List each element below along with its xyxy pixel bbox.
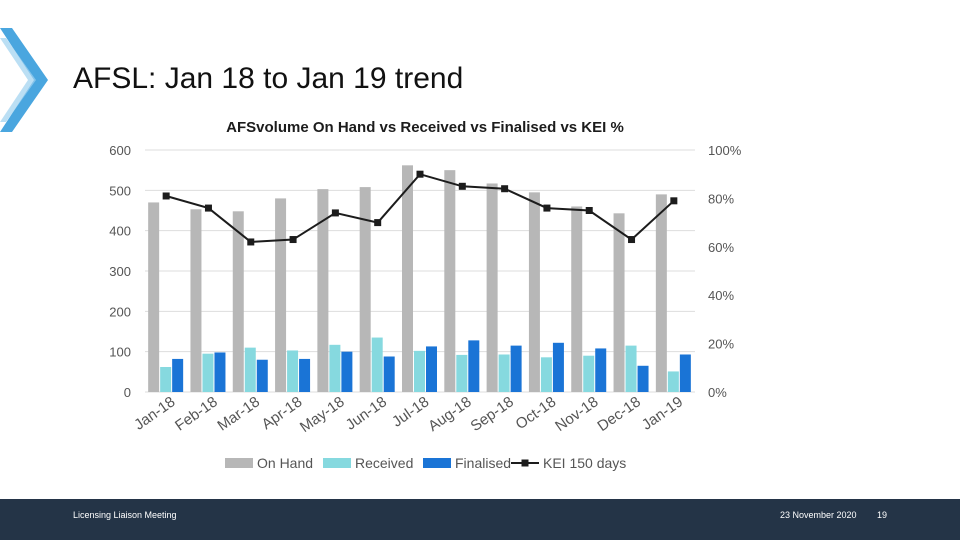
legend-marker [521, 459, 529, 467]
received-bar [329, 344, 341, 392]
kei-marker [670, 197, 678, 205]
category-label: May-18 [297, 393, 348, 436]
left-axis-tick-label: 600 [109, 143, 131, 158]
right-axis-tick-label: 40% [708, 288, 734, 303]
on-hand-bar [444, 170, 456, 392]
received-bar [202, 353, 214, 392]
kei-marker [543, 204, 551, 212]
footer-date: 23 November 2020 [780, 510, 857, 520]
chart: AFSvolume On Hand vs Received vs Finalis… [109, 119, 742, 471]
on-hand-bar [655, 194, 667, 392]
received-bar [540, 357, 552, 392]
category-label: Nov-18 [552, 393, 601, 435]
category-label: Aug-18 [425, 393, 474, 435]
kei-marker [628, 236, 636, 244]
category-label: Jun-18 [343, 393, 390, 433]
received-bar [414, 350, 425, 392]
finalised-bar [299, 358, 311, 392]
finalised-bar [172, 358, 184, 392]
finalised-bar [468, 340, 480, 392]
on-hand-bar [317, 189, 329, 392]
finalised-bar [510, 345, 522, 392]
page-number: 19 [877, 510, 888, 520]
category-label: Jan-19 [639, 393, 686, 433]
left-axis-tick-label: 0 [124, 385, 131, 400]
chevron-accent-icon [0, 28, 48, 132]
finalised-bar [256, 359, 268, 392]
right-axis-tick-label: 20% [708, 337, 734, 352]
kei-marker [585, 207, 593, 214]
kei-marker [162, 192, 170, 200]
received-bar [160, 366, 172, 392]
on-hand-bar [275, 198, 287, 392]
category-label: Oct-18 [513, 393, 560, 433]
chart-title: AFSvolume On Hand vs Received vs Finalis… [226, 119, 624, 136]
legend-label: KEI 150 days [543, 455, 626, 471]
legend-label: Finalised [455, 455, 511, 471]
kei-marker [374, 219, 382, 227]
kei-marker [204, 204, 212, 212]
kei-marker [331, 209, 339, 217]
category-label: Sep-18 [468, 393, 517, 435]
category-label: Dec-18 [594, 393, 643, 435]
received-bar [583, 355, 595, 392]
finalised-bar [552, 342, 564, 392]
category-label: Apr-18 [259, 393, 306, 433]
legend-label: Received [355, 455, 413, 471]
right-axis-tick-label: 60% [708, 240, 734, 255]
finalised-bar [383, 356, 395, 392]
on-hand-bar [359, 187, 371, 392]
on-hand-bar [148, 202, 160, 392]
right-axis-tick-label: 80% [708, 191, 734, 206]
received-bar [371, 337, 383, 392]
on-hand-bar [402, 165, 413, 392]
received-bar [456, 354, 468, 392]
kei-marker [416, 170, 424, 178]
received-bar [287, 350, 299, 392]
right-axis-tick-label: 0% [708, 385, 727, 400]
chart-legend: On Hand Received Finalised KEI 150 days [225, 455, 626, 471]
right-axis-tick-label: 100% [708, 143, 742, 158]
received-bar [244, 347, 256, 392]
slide-title: AFSL: Jan 18 to Jan 19 trend [73, 62, 464, 95]
on-hand-bar [571, 206, 583, 392]
received-bar [498, 354, 510, 392]
left-axis-tick-label: 500 [109, 183, 131, 198]
left-axis-tick-label: 100 [109, 345, 131, 360]
kei-marker [289, 236, 297, 244]
legend-swatch [225, 458, 253, 468]
footer-bar: Licensing Liaison Meeting 23 November 20… [0, 499, 960, 540]
on-hand-bar [232, 211, 244, 392]
on-hand-bar [486, 183, 498, 392]
finalised-bar [637, 365, 649, 392]
on-hand-bar [190, 209, 202, 392]
category-label: Mar-18 [214, 393, 263, 434]
kei-marker [501, 185, 509, 193]
left-axis-tick-label: 200 [109, 304, 131, 319]
legend-swatch [423, 458, 451, 468]
left-axis-tick-label: 300 [109, 264, 131, 279]
category-label: Jan-18 [131, 393, 178, 433]
received-bar [667, 371, 679, 392]
kei-marker [247, 238, 255, 246]
finalised-bar [426, 346, 437, 392]
category-label: Feb-18 [172, 393, 221, 434]
left-axis-tick-label: 400 [109, 224, 131, 239]
received-bar [625, 345, 637, 392]
finalised-bar [214, 352, 226, 392]
kei-marker [458, 182, 466, 190]
finalised-bar [341, 351, 353, 392]
legend-swatch [323, 458, 351, 468]
on-hand-bar [613, 213, 625, 392]
on-hand-bar [528, 192, 540, 392]
finalised-bar [595, 348, 607, 392]
legend-label: On Hand [257, 455, 313, 471]
footer-meeting-name: Licensing Liaison Meeting [73, 510, 177, 520]
finalised-bar [679, 354, 691, 392]
category-label: Jul-18 [389, 393, 432, 430]
